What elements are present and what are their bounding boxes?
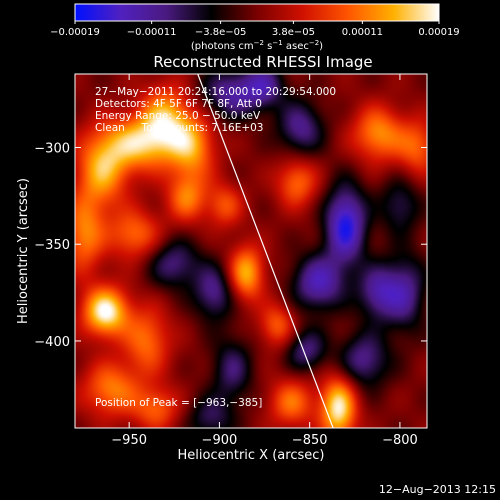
annotation-peak-position: Position of Peak = [−963,−385]	[95, 397, 262, 409]
heatmap-image	[75, 74, 427, 428]
y-axis-ticks: −300 −350 −400	[34, 142, 427, 350]
colorbar-tick-label: −0.00011	[127, 27, 177, 38]
footer-timestamp: 12−Aug−2013 12:15	[379, 483, 496, 496]
annotation-time-range: 27−May−2011 20:24:16.000 to 20:29:54.000	[95, 86, 336, 98]
plot-area: −950 −900 −850 −800 −300 −350 −400	[34, 73, 428, 448]
colorbar-tick-label: −0.00019	[50, 27, 100, 38]
colorbar-tick-label: 0.00011	[342, 27, 383, 38]
colorbar-gradient	[74, 3, 440, 22]
y-tick-label: −350	[34, 238, 70, 253]
annotation-clean-counts: Clean Total counts: 7.16E+03	[95, 122, 264, 134]
x-tick-label: −900	[202, 433, 238, 448]
x-tick-label: −800	[382, 433, 418, 448]
colorbar-ticks: −0.00019 −0.00011 −3.8e−05 3.8e−05 0.00011 0.…	[50, 21, 460, 38]
x-tick-label: −850	[292, 433, 328, 448]
colorbar-tick-label: −3.8e−05	[195, 27, 247, 38]
chart-title: Reconstructed RHESSI Image	[153, 53, 372, 71]
annotation-block: 27−May−2011 20:24:16.000 to 20:29:54.000…	[95, 86, 336, 409]
y-axis-label: Heliocentric Y (arcsec)	[16, 178, 31, 324]
colorbar-tick-label: 0.00019	[418, 27, 459, 38]
y-tick-label: −300	[34, 142, 70, 157]
solar-limb-line	[197, 74, 334, 428]
x-axis-ticks: −950 −900 −850 −800	[111, 74, 418, 448]
colorbar-tick-label: 3.8e−05	[272, 27, 315, 38]
colorbar: −0.00019 −0.00011 −3.8e−05 3.8e−05 0.00011 0.…	[50, 3, 460, 52]
colorbar-unit-label: (photons cm−2 s−1 asec−2)	[191, 39, 323, 52]
y-tick-label: −400	[34, 335, 70, 350]
x-tick-label: −950	[111, 433, 147, 448]
annotation-energy-range: Energy Range: 25.0 − 50.0 keV	[95, 110, 261, 122]
plot-frame	[74, 73, 428, 429]
annotation-detectors: Detectors: 4F 5F 6F 7F 8F, Att 0	[95, 98, 262, 110]
x-axis-label: Heliocentric X (arcsec)	[178, 448, 325, 463]
